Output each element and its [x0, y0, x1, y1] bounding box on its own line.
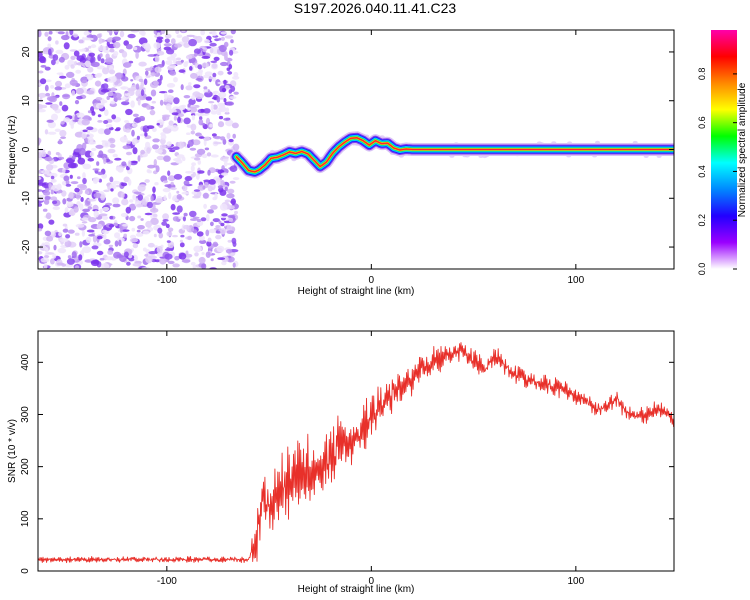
colorbar-tick-label: 0.8 [697, 68, 707, 81]
spectrogram-x-tick-label: 0 [369, 275, 375, 286]
spectrogram-content [38, 30, 674, 269]
spectrogram-y-tick-label: 10 [21, 95, 32, 107]
snr-y-tick-label: 200 [20, 458, 31, 475]
spectrogram-y-tick-label: 0 [21, 146, 32, 152]
spectrogram-x-ticks: -100 0 100 [157, 30, 585, 286]
spectrogram-ridge [229, 131, 674, 179]
snr-y-tick-label: 400 [20, 354, 31, 371]
spectrogram-y-tick-label: -20 [21, 239, 32, 254]
spectrogram-x-tick-label: -100 [157, 275, 177, 286]
colorbar-ticks: 0.0 0.2 0.4 0.6 0.8 [697, 68, 737, 276]
spectrogram-x-tick-label: 100 [567, 275, 584, 286]
snr-y-tick-label: 300 [20, 406, 31, 423]
snr-x-ticks: -100 0 100 [157, 331, 585, 587]
snr-y-label: SNR (10 * v/v) [7, 419, 18, 483]
snr-y-ticks: 0 100 200 300 400 [20, 354, 674, 574]
spectrogram-x-label: Height of straight line (km) [298, 286, 415, 297]
snr-y-tick-label: 0 [20, 568, 31, 574]
snr-x-tick-label: 100 [567, 576, 584, 587]
colorbar-tick-label: 0.0 [697, 263, 707, 276]
snr-content [38, 342, 674, 564]
colorbar-tick-label: 0.6 [697, 116, 707, 129]
spectrogram-y-tick-label: -10 [21, 191, 32, 206]
snr-x-tick-label: 0 [369, 576, 375, 587]
colorbar: 0.0 0.2 0.4 0.6 0.8 Normalized spectral ampl… [697, 30, 748, 275]
colorbar-bar [711, 30, 737, 269]
spectrogram-noise-region [38, 30, 672, 269]
snr-series-line [38, 342, 674, 564]
colorbar-tick-label: 0.4 [697, 165, 707, 178]
spectrogram-y-ticks: -20 -10 0 10 20 [21, 46, 674, 254]
spectrogram-y-tick-label: 20 [21, 46, 32, 58]
snr-y-tick-label: 100 [20, 510, 31, 527]
ridge-layer-7 [235, 137, 674, 173]
snr-x-label: Height of straight line (km) [298, 584, 415, 595]
colorbar-tick-label: 0.2 [697, 214, 707, 227]
colorbar-label: Normalized spectral amplitude [737, 82, 748, 217]
snr-panel: -100 0 100 0 100 200 300 400 Height of straigh… [7, 330, 675, 595]
snr-frame [37, 330, 675, 572]
snr-plot-area [38, 331, 674, 571]
spectrogram-y-label: Frequency (Hz) [7, 116, 18, 185]
figure-title: S197.2026.040.11.41.C23 [294, 0, 457, 16]
snr-x-tick-label: -100 [157, 576, 177, 587]
